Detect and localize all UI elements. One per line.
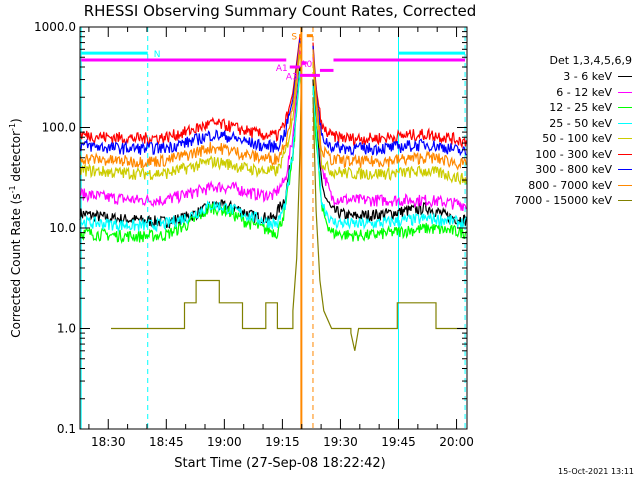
legend-entry-label: 25 - 50 keV — [549, 116, 612, 130]
legend-entry: 300 - 800 keV — [480, 162, 632, 178]
state-bar-label: A3 — [286, 72, 298, 82]
x-tick-label: 19:00 — [207, 435, 242, 449]
x-tick-label: 19:15 — [265, 435, 300, 449]
legend-swatch — [618, 107, 632, 109]
series-line — [79, 48, 302, 208]
legend-entry: 6 - 12 keV — [480, 85, 632, 101]
legend-swatch — [618, 200, 632, 202]
series-line — [312, 49, 467, 171]
legend: Det 1,3,4,5,6,9 3 - 6 keV 6 - 12 keV 12 - … — [480, 54, 632, 209]
series-line — [111, 79, 302, 330]
legend-entry-label: 100 - 300 keV — [535, 147, 612, 161]
legend-entry: 800 - 7000 keV — [480, 178, 632, 194]
legend-entry: 100 - 300 keV — [480, 147, 632, 163]
legend-entry-label: 800 - 7000 keV — [528, 178, 612, 192]
chart-title: RHESSI Observing Summary Count Rates, Co… — [83, 2, 477, 20]
state-bar-label: N — [154, 50, 161, 60]
legend-swatch — [618, 153, 632, 155]
y-axis-label-exponent: -1 — [8, 185, 17, 193]
series-line — [312, 42, 467, 149]
legend-swatch — [618, 184, 632, 186]
legend-entry-label: 3 - 6 keV — [563, 70, 612, 84]
legend-swatch — [618, 169, 632, 171]
series-line — [312, 61, 467, 185]
legend-rows: 3 - 6 keV 6 - 12 keV 12 - 25 keV 25 - 50 ke… — [480, 69, 632, 209]
series-line — [312, 85, 467, 231]
legend-entry: 25 - 50 keV — [480, 116, 632, 132]
state-bar-label: A0 — [300, 60, 312, 70]
attenuator-marker — [300, 27, 303, 429]
state-bar-label: A1 — [276, 64, 288, 74]
x-tick-label: 19:45 — [381, 435, 416, 449]
series-line — [312, 79, 467, 228]
y-axis-label-part: Corrected Count Rate (s — [9, 193, 23, 337]
y-tick-label: 0.1 — [57, 422, 76, 436]
series-line — [79, 71, 302, 233]
y-tick-label: 10.0 — [49, 221, 76, 235]
state-bar-label: S — [291, 33, 297, 43]
legend-entry-label: 7000 - 15000 keV — [514, 194, 612, 208]
legend-swatch — [618, 138, 632, 140]
series-line — [79, 36, 302, 146]
series-line — [312, 45, 467, 157]
legend-title: Det 1,3,4,5,6,9 — [549, 54, 632, 67]
legend-entry-label: 6 - 12 keV — [556, 85, 612, 99]
legend-swatch — [618, 122, 632, 124]
x-tick-label: 18:30 — [91, 435, 126, 449]
generation-timestamp: 15-Oct-2021 13:11 — [558, 467, 634, 476]
x-tick-label: 19:30 — [323, 435, 358, 449]
series-line — [312, 57, 467, 211]
legend-entry: 50 - 100 keV — [480, 131, 632, 147]
series-line — [79, 38, 302, 155]
series-line — [312, 97, 467, 351]
legend-entry: 7000 - 15000 keV — [480, 193, 632, 209]
y-axis-label-part: detector — [9, 131, 23, 186]
series-line — [79, 74, 302, 245]
y-axis-label-part: ) — [9, 118, 23, 123]
series-line — [312, 87, 467, 242]
x-tick-label: 20:00 — [439, 435, 474, 449]
y-axis-label-exponent: -1 — [8, 123, 17, 131]
y-tick-label: 1000.0 — [34, 20, 76, 34]
legend-swatch — [618, 76, 632, 78]
legend-entry-label: 12 - 25 keV — [549, 101, 612, 115]
series-line — [79, 54, 302, 181]
y-tick-label: 1.0 — [57, 322, 76, 336]
series-line — [79, 42, 302, 169]
x-axis-label: Start Time (27-Sep-08 18:22:42) — [174, 456, 385, 471]
y-axis-label: Corrected Count Rate (s-1 detector-1) — [8, 118, 23, 337]
legend-entry-label: 300 - 800 keV — [535, 163, 612, 177]
legend-entry: 12 - 25 keV — [480, 100, 632, 116]
legend-entry-label: 50 - 100 keV — [542, 132, 612, 146]
legend-entry: 3 - 6 keV — [480, 69, 632, 85]
legend-swatch — [618, 91, 632, 93]
x-tick-label: 18:45 — [149, 435, 184, 449]
y-tick-label: 100.0 — [42, 121, 76, 135]
